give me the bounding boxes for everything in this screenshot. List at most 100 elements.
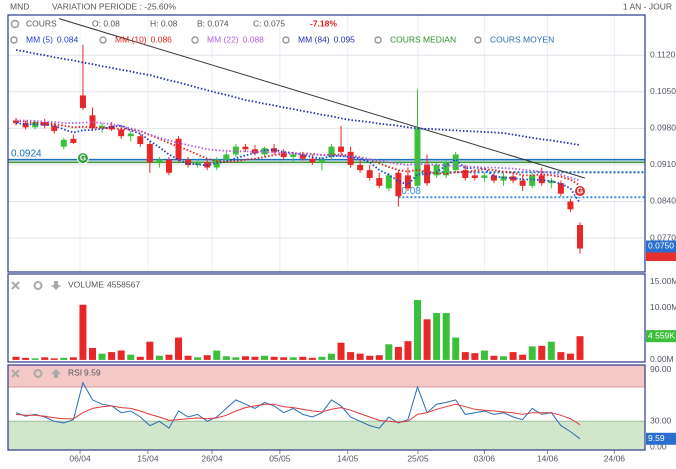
legend-name: MM (22) (207, 34, 239, 44)
volume-bar (213, 350, 221, 360)
candle-body (232, 146, 239, 155)
volume-bar (452, 337, 460, 360)
signal-label: G (577, 187, 583, 196)
candle-body (395, 172, 402, 197)
panel-frame (7, 273, 646, 363)
candle-body (577, 224, 583, 249)
volume-bar (538, 345, 546, 360)
x-tick-label: 15/04 (137, 453, 159, 463)
x-tick-label: 25/05 (407, 453, 429, 463)
candle-body (299, 154, 306, 159)
volume-icons (11, 281, 61, 290)
candle-body (357, 164, 364, 171)
x-tick-label: 14/06 (537, 453, 559, 463)
candle-body (51, 125, 58, 131)
signal-label: G (80, 154, 86, 163)
close-icon[interactable] (11, 369, 20, 378)
volume-bar (60, 357, 68, 360)
volume-bar (12, 356, 20, 360)
candle-body (108, 125, 115, 130)
rsi-title: RSI (68, 367, 82, 377)
candle-body (385, 175, 392, 189)
x-tick-label: 24/06 (604, 453, 626, 463)
candle-body (280, 151, 287, 158)
last-value-box (646, 330, 676, 343)
volume-bar (22, 357, 30, 360)
y-tick-label: 0.1050 (650, 86, 676, 96)
candle-body (452, 154, 459, 171)
candle-body (60, 139, 67, 147)
volume-bar (31, 358, 39, 360)
rsi-line (15, 403, 581, 426)
arrow-icon[interactable] (51, 369, 61, 378)
price-name: COURS (26, 18, 57, 28)
candle-body (338, 146, 345, 152)
volume-bar (50, 358, 58, 360)
moving-average (15, 122, 581, 204)
candle-body (185, 159, 192, 165)
panel-frame (7, 364, 646, 451)
volume-bar (289, 357, 297, 360)
volume-bar (528, 346, 536, 360)
volume-bar (433, 313, 441, 360)
x-tick-label: 03/06 (474, 453, 496, 463)
rsi-current: 9.59 (84, 367, 101, 377)
volume-bar (251, 356, 259, 360)
upper-band (8, 365, 645, 388)
volume-bar (98, 353, 106, 360)
volume-bar (404, 341, 412, 360)
symbol: MND (10, 1, 29, 11)
last-value-box (646, 240, 676, 253)
close-icon[interactable] (11, 281, 20, 290)
volume-bar (356, 353, 364, 360)
volume-bar (127, 354, 135, 360)
volume-bar (299, 356, 307, 360)
candle-body (99, 125, 106, 129)
candle-body (156, 159, 163, 163)
legend-name: MM (84) (298, 34, 330, 44)
legend-icon (99, 36, 107, 44)
candle-body (194, 162, 201, 165)
legend-icon (282, 36, 290, 44)
candle-body (22, 123, 29, 128)
gear-icon[interactable] (10, 19, 20, 29)
info-open: O: 0.08 (92, 18, 120, 28)
gear-icon[interactable] (33, 281, 43, 290)
volume-bar (203, 355, 211, 360)
volume-bar (146, 341, 154, 360)
candle-body (366, 170, 373, 178)
candle-body (79, 95, 86, 108)
legend-name: MM (5) (26, 34, 53, 44)
level-label: 0.08 (401, 186, 421, 197)
change: -7.18% (310, 18, 337, 28)
volume-bar (165, 354, 173, 360)
volume-bar (155, 355, 163, 360)
arrow-icon[interactable] (51, 281, 61, 290)
volume-bar (414, 300, 421, 360)
candle-body (146, 144, 153, 163)
volume-bar (261, 355, 269, 360)
volume-bar (175, 337, 183, 360)
candle-body (70, 138, 77, 143)
volume-bar (480, 350, 488, 360)
level-label: 0.0924 (11, 148, 42, 159)
volume-bar (117, 350, 125, 360)
y-tick-label: 0.0770 (650, 232, 676, 242)
candle-body (89, 115, 96, 129)
legend-name: COURS MEDIAN (390, 34, 456, 44)
legend-icon (10, 36, 18, 44)
candle-body (462, 170, 469, 178)
legend-icon (191, 36, 199, 44)
volume-bar (232, 357, 240, 360)
volume-bar (509, 352, 517, 360)
last-value-label: 9.59 (648, 433, 665, 443)
candle-body (567, 201, 574, 210)
candle-body (529, 175, 536, 186)
volume-bar (442, 313, 450, 360)
volume-bar (423, 319, 431, 360)
gear-icon[interactable] (33, 369, 43, 378)
candle-body (404, 175, 411, 189)
lower-band (8, 421, 645, 450)
